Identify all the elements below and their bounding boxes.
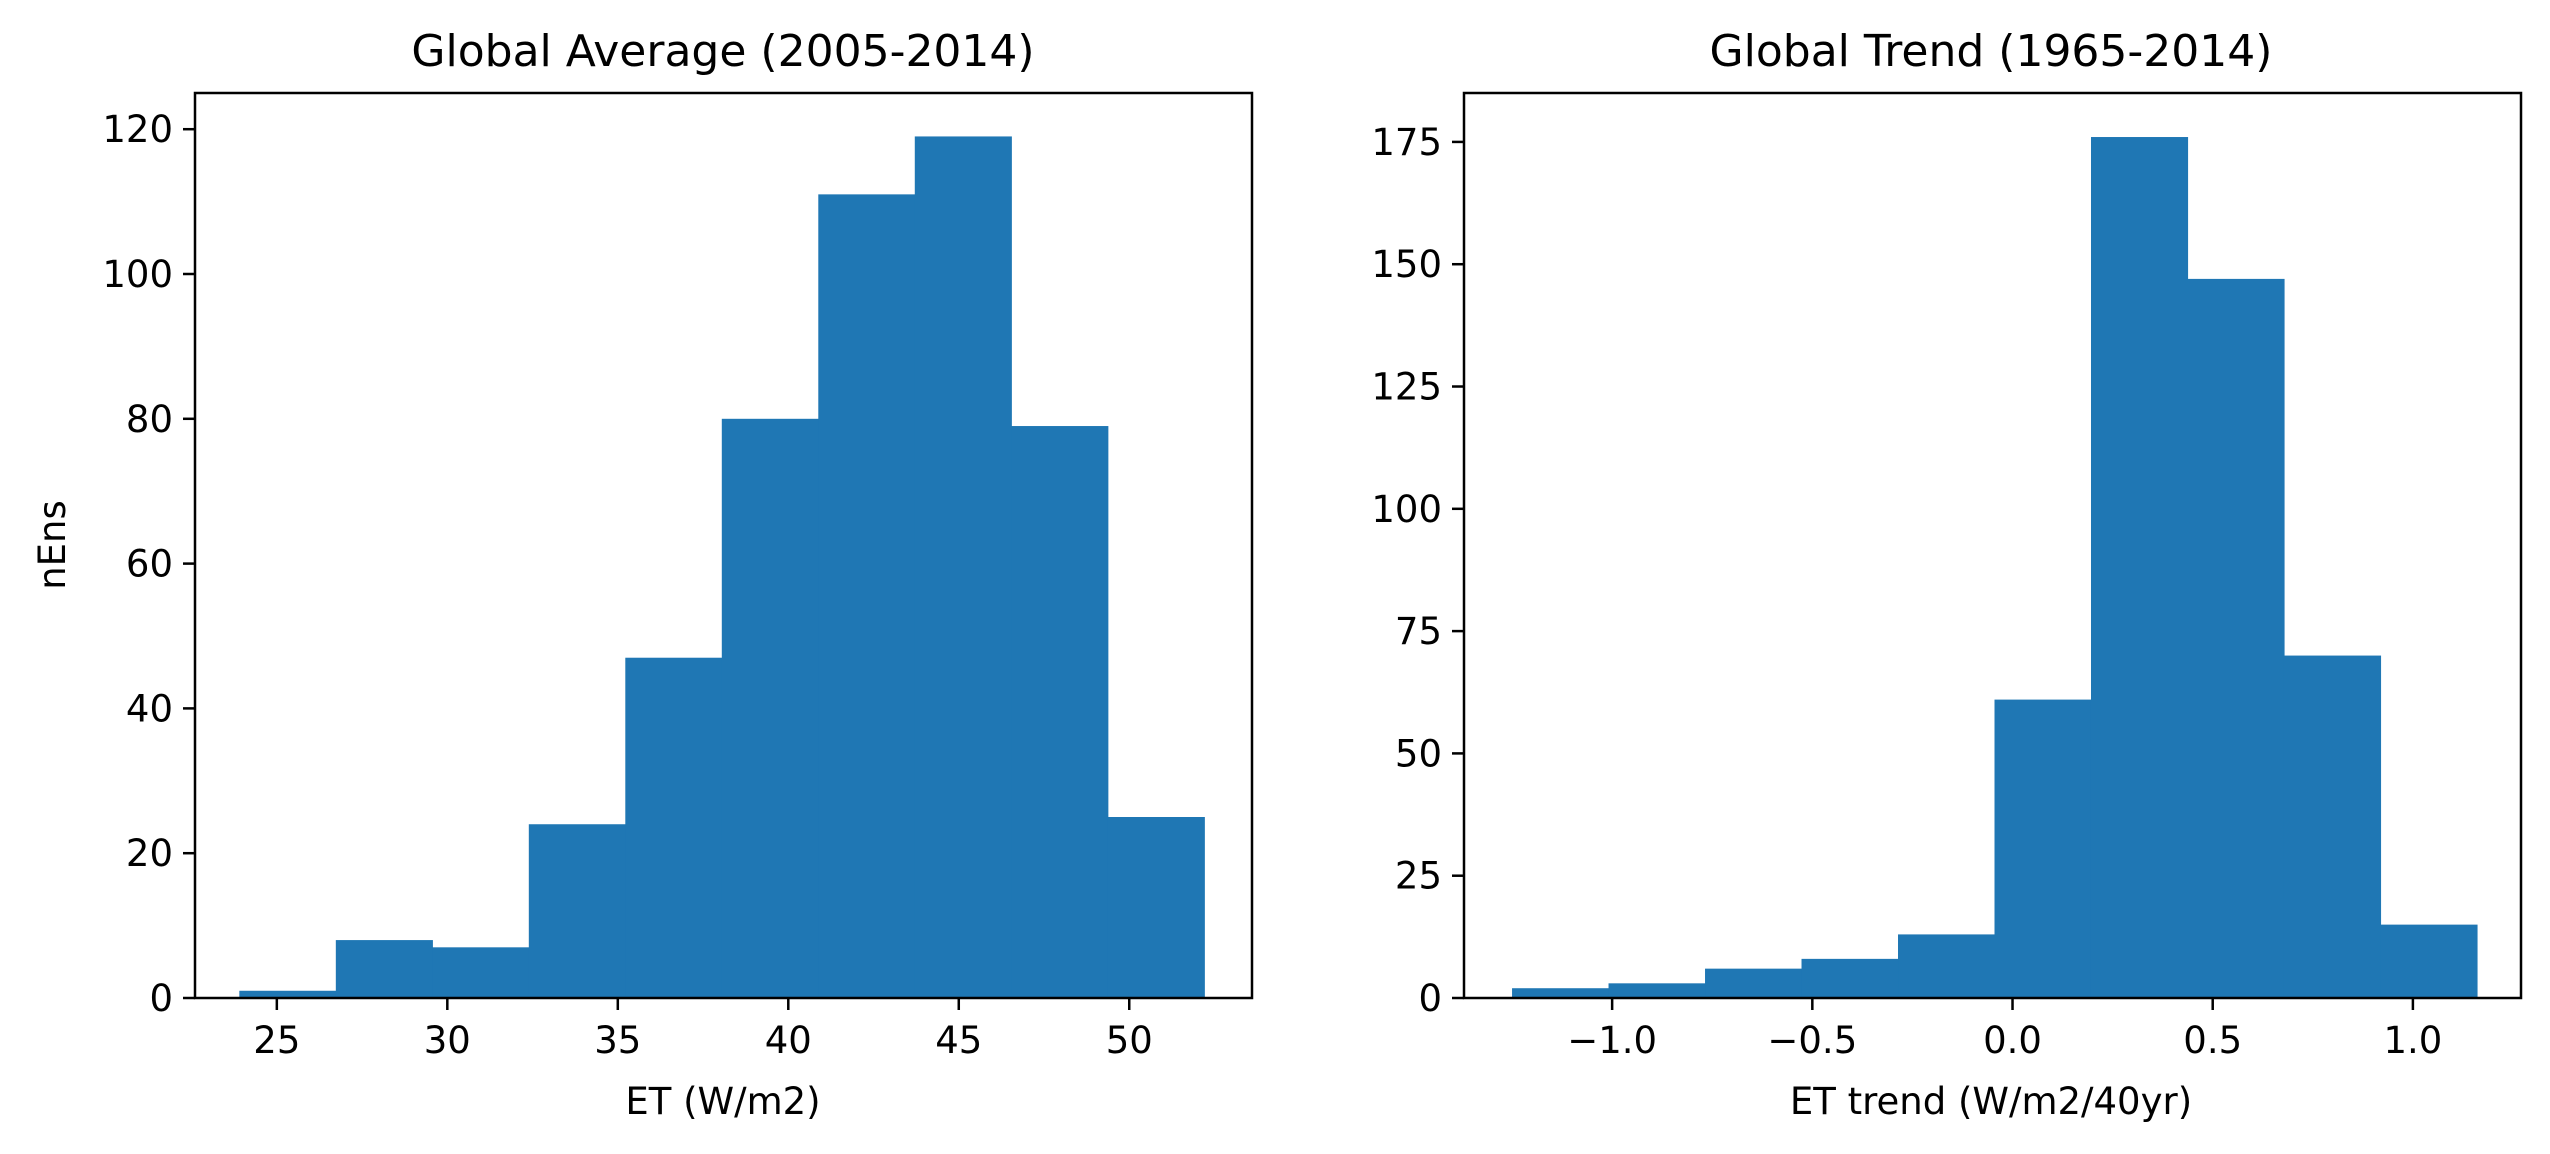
- histogram-bar: [1705, 968, 1803, 998]
- y-tick-label: 125: [1371, 366, 1442, 409]
- y-ticks: 0 20 40 60 80 100 120: [102, 108, 195, 1020]
- y-tick-label: 100: [102, 253, 173, 296]
- histogram-bar: [2380, 924, 2478, 998]
- y-tick-label: 75: [1395, 610, 1442, 653]
- x-tick-label: 1.0: [2383, 1019, 2442, 1062]
- chart-global-trend: Global Trend (1965-2014) −1.0 −0.5 0.0 0.5 1…: [1371, 26, 2523, 1123]
- histogram-bar: [2187, 278, 2285, 998]
- histogram-bar: [721, 418, 819, 998]
- x-tick-label: 25: [253, 1019, 300, 1062]
- x-tick-label: 45: [935, 1019, 982, 1062]
- histogram-bar: [2283, 655, 2382, 998]
- y-tick-label: 20: [126, 832, 173, 875]
- chart-global-average: Global Average (2005-2014) 25 30 35 40 45 50 …: [31, 26, 1254, 1123]
- histogram-bar: [1512, 988, 1610, 998]
- y-tick-label: 175: [1371, 121, 1442, 164]
- histogram-bar: [335, 940, 433, 998]
- histogram-bar: [818, 194, 916, 999]
- y-tick-label: 100: [1371, 488, 1442, 531]
- y-tick-label: 120: [102, 108, 173, 151]
- y-ticks: 0 25 50 75 100 125 150 175: [1371, 121, 1464, 1020]
- x-tick-label: 50: [1106, 1019, 1153, 1062]
- histogram-bar: [239, 990, 337, 998]
- histogram-bar: [1107, 817, 1205, 998]
- y-tick-label: 50: [1395, 732, 1442, 775]
- x-axis-label: ET trend (W/m2/40yr): [1790, 1080, 2192, 1123]
- x-tick-label: 0.5: [2183, 1019, 2242, 1062]
- histogram-bar: [1898, 934, 1996, 998]
- y-tick-label: 0: [1418, 977, 1442, 1020]
- histogram-bar: [1994, 699, 2092, 998]
- histogram-bar: [1608, 983, 1706, 998]
- plot-frame: [1462, 91, 2523, 1000]
- y-tick-label: 150: [1371, 243, 1442, 286]
- histogram-bar: [1011, 426, 1109, 998]
- y-tick-label: 40: [126, 687, 173, 730]
- x-tick-label: 40: [765, 1019, 812, 1062]
- x-tick-label: −1.0: [1567, 1019, 1657, 1062]
- y-axis-label: nEns: [31, 500, 74, 590]
- bars: [1512, 137, 2478, 998]
- x-axis-label: ET (W/m2): [625, 1080, 820, 1123]
- chart-title: Global Average (2005-2014): [411, 26, 1034, 77]
- x-ticks: 25 30 35 40 45 50: [253, 998, 1153, 1062]
- histogram-bar: [1801, 958, 1899, 998]
- y-tick-label: 60: [126, 543, 173, 586]
- x-tick-label: −0.5: [1767, 1019, 1857, 1062]
- bars: [239, 136, 1205, 999]
- histogram-bar: [432, 947, 530, 998]
- x-ticks: −1.0 −0.5 0.0 0.5 1.0: [1567, 998, 2442, 1062]
- histogram-bar: [914, 136, 1012, 998]
- histogram-bar: [528, 824, 626, 998]
- histogram-bar: [2090, 137, 2189, 998]
- x-tick-label: 30: [424, 1019, 471, 1062]
- x-tick-label: 35: [594, 1019, 641, 1062]
- histogram-bar: [625, 657, 723, 998]
- chart-title: Global Trend (1965-2014): [1710, 26, 2273, 77]
- y-tick-label: 25: [1395, 855, 1442, 898]
- plot-frame: [193, 91, 1254, 1000]
- y-tick-label: 0: [149, 977, 173, 1020]
- x-tick-label: 0.0: [1983, 1019, 2042, 1062]
- y-tick-label: 80: [126, 398, 173, 441]
